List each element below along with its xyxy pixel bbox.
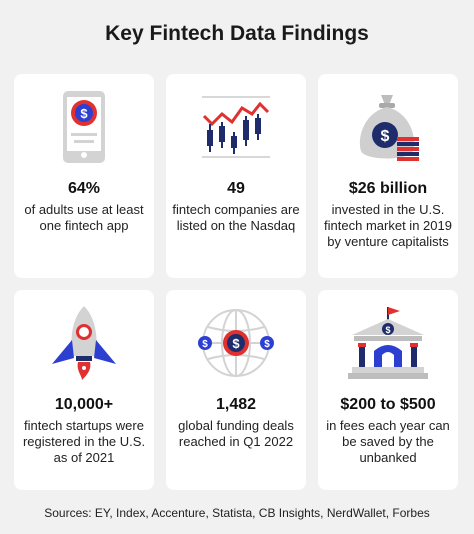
finding-description: global funding deals reached in Q1 2022 [178,418,294,449]
finding-value: 49 [227,180,245,197]
finding-value: 1,482 [215,396,257,413]
svg-text:$: $ [381,128,390,145]
svg-text:$: $ [264,339,270,350]
finding-card-fees-saved: $ $200 to $500 in fees each year can be … [318,290,458,490]
svg-text:$: $ [232,336,240,351]
finding-card-funding-deals: $ $ $ 1,482 global funding deals reached… [166,290,306,490]
bank-icon: $ [338,304,438,382]
findings-grid: $ 64% of adults use at least one fintech… [14,74,458,490]
rocket-icon [34,304,134,382]
finding-card-app-users: $ 64% of adults use at least one fintech… [14,74,154,278]
finding-description: of adults use at least one fintech app [24,202,144,233]
sources-footnote: Sources: EY, Index, Accenture, Statista,… [44,506,430,520]
finding-description: in fees each year can be saved by the un… [326,418,450,465]
svg-text:$: $ [80,106,88,121]
svg-text:$: $ [385,325,390,335]
finding-card-nasdaq: 49 fintech companies are listed on the N… [166,74,306,278]
finding-card-investment: $ $26 billion invested in the U.S. finte… [318,74,458,278]
smartphone-dollar-icon: $ [34,88,134,166]
finding-value: $200 to $500 [340,396,436,413]
finding-value: 64% [67,180,101,197]
finding-value: 10,000+ [54,396,114,413]
finding-description: fintech companies are listed on the Nasd… [172,202,300,233]
page-title: Key Fintech Data Findings [105,22,369,45]
finding-description: invested in the U.S. fintech market in 2… [324,202,452,249]
finding-card-startups: 10,000+ fintech startups were registered… [14,290,154,490]
globe-dollar-icon: $ $ $ [186,304,286,382]
money-bag-icon: $ [338,88,438,166]
svg-text:$: $ [202,339,208,350]
finding-description: fintech startups were registered in the … [22,418,146,465]
candlestick-chart-icon [186,88,286,166]
finding-value: $26 billion [348,180,428,197]
